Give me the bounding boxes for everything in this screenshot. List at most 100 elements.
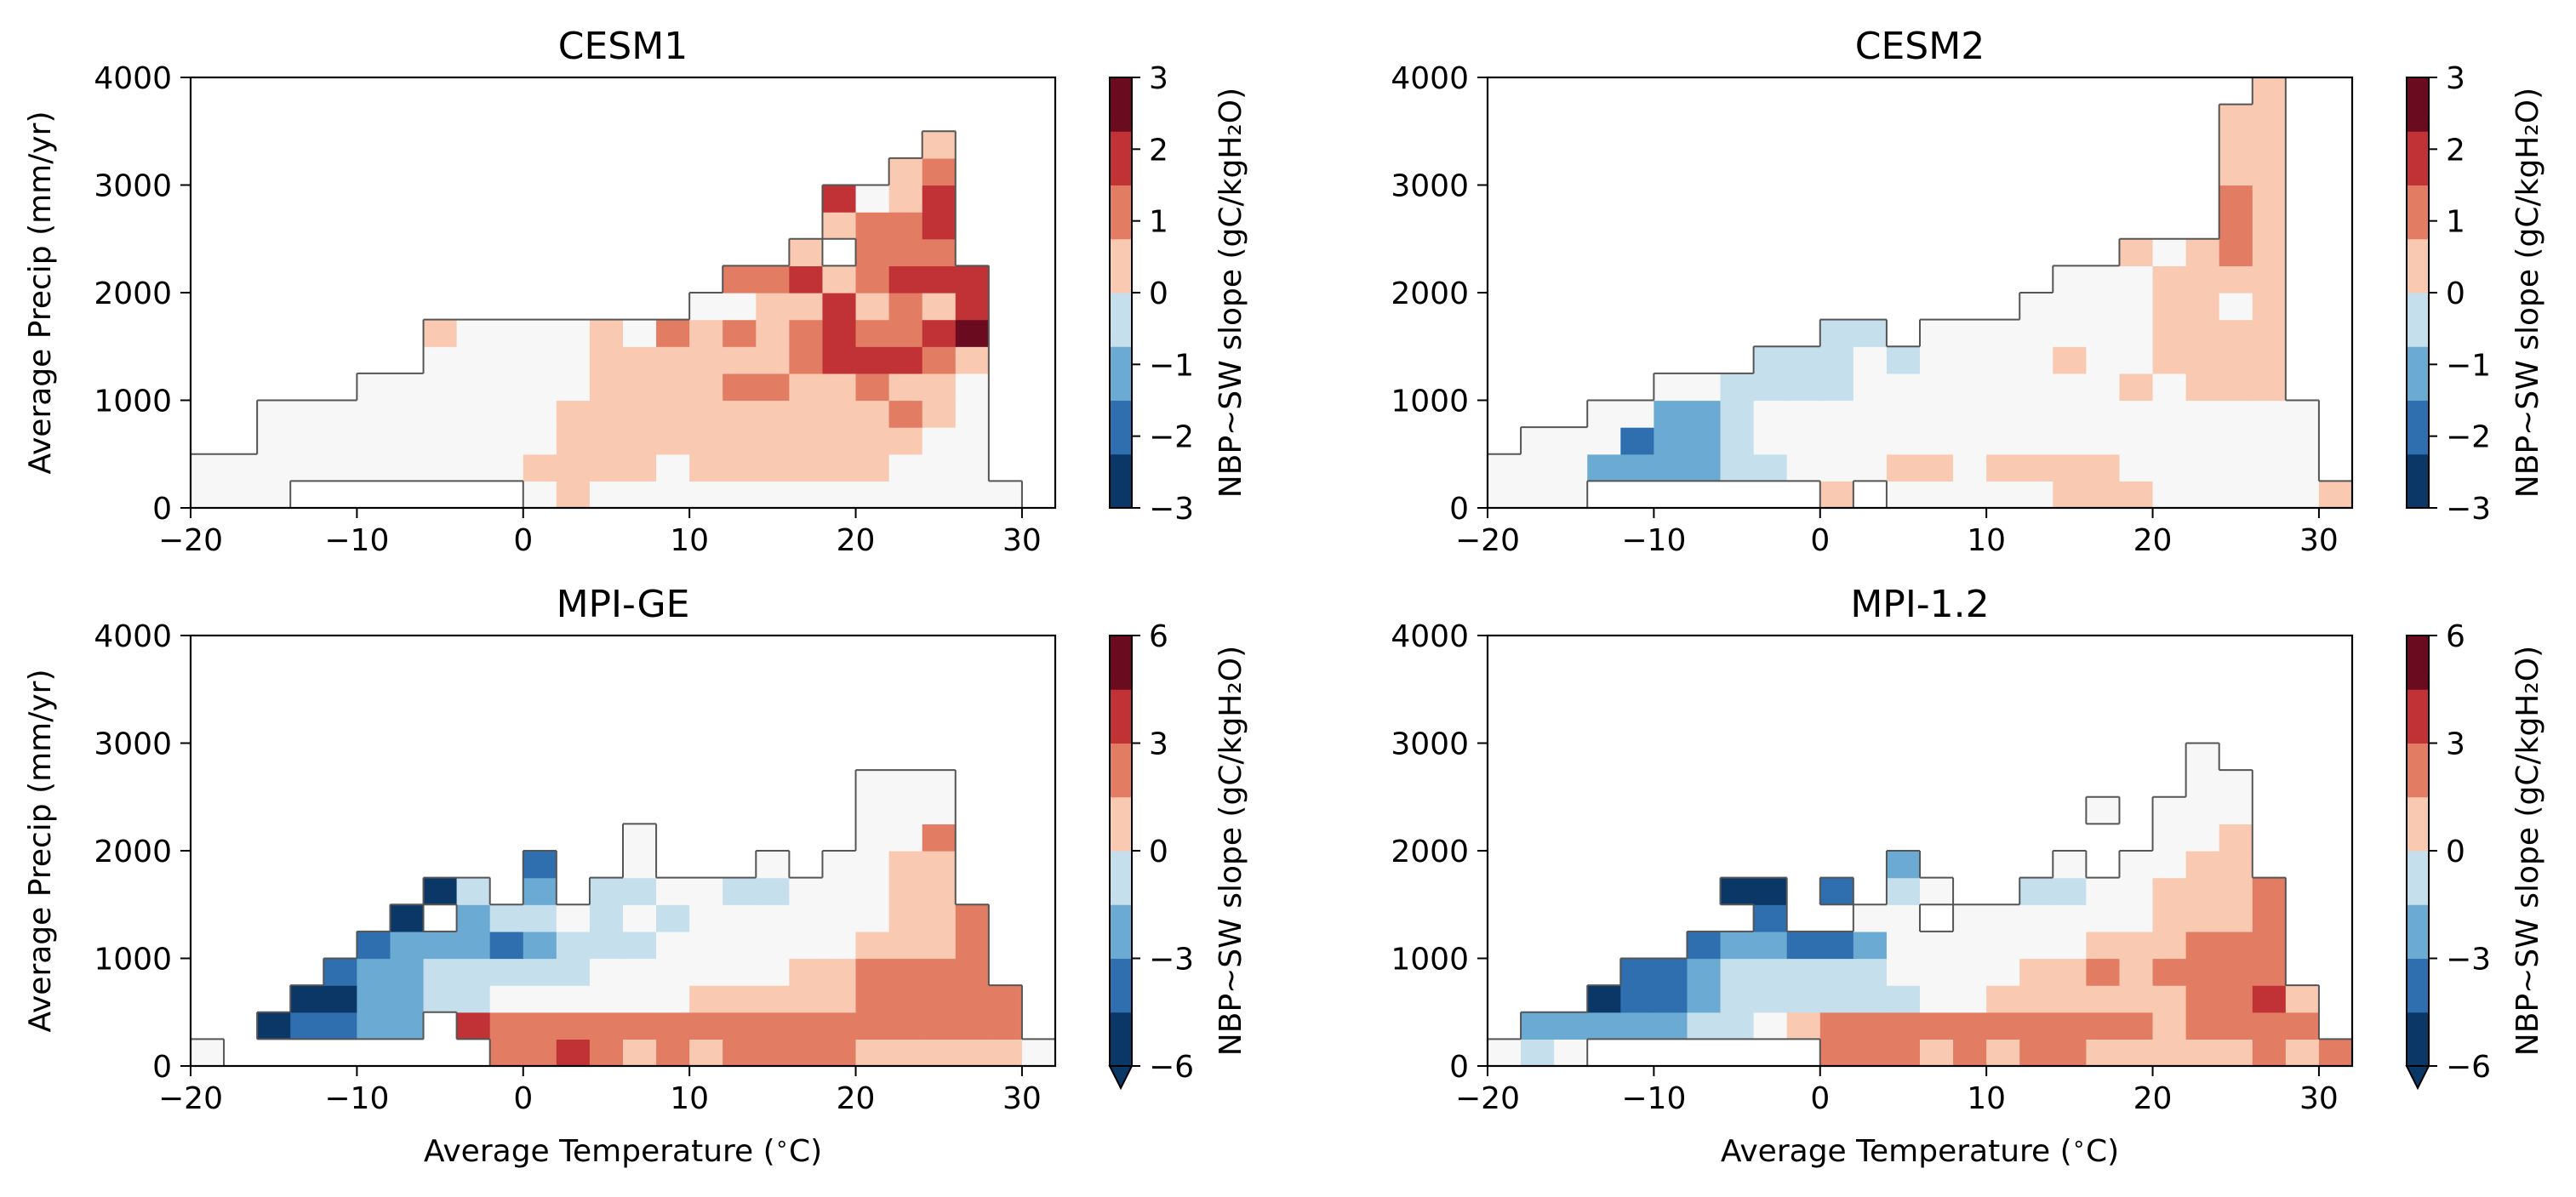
heatmap-cell bbox=[888, 157, 923, 186]
heatmap-cell bbox=[423, 931, 458, 960]
heatmap-cell bbox=[1753, 453, 1788, 482]
heatmap-cell bbox=[888, 319, 923, 347]
heatmap-cell bbox=[723, 427, 757, 455]
heatmap-cell bbox=[2252, 77, 2287, 105]
colorbar-segment bbox=[2407, 743, 2429, 798]
heatmap-cell bbox=[623, 481, 657, 509]
heatmap-cell bbox=[390, 1012, 425, 1040]
heatmap-cell bbox=[2219, 453, 2253, 482]
heatmap-cell bbox=[589, 1039, 624, 1067]
heatmap-cell bbox=[689, 1012, 723, 1040]
heatmap-cell bbox=[589, 400, 624, 428]
heatmap-cell bbox=[723, 346, 757, 374]
heatmap-cell bbox=[1786, 373, 1821, 402]
heatmap-cell bbox=[1920, 400, 1954, 428]
heatmap-cell bbox=[822, 904, 857, 932]
heatmap-cell bbox=[1886, 453, 1921, 482]
heatmap-cell bbox=[723, 931, 757, 960]
x-tick-label: 10 bbox=[670, 523, 709, 558]
heatmap-cell bbox=[2086, 481, 2121, 509]
heatmap-cell bbox=[2152, 796, 2187, 824]
heatmap-cell bbox=[2219, 851, 2253, 879]
heatmap-cell bbox=[323, 985, 357, 1013]
chart-title: CESM1 bbox=[558, 25, 688, 68]
heatmap-cell bbox=[2219, 346, 2253, 374]
heatmap-cell bbox=[1986, 319, 2020, 347]
x-tick-label: 0 bbox=[513, 1081, 533, 1116]
heatmap-cell bbox=[2019, 904, 2053, 932]
heatmap-cell bbox=[2219, 427, 2253, 455]
x-tick-label: 20 bbox=[2133, 1081, 2173, 1116]
heatmap-cell bbox=[922, 851, 957, 879]
heatmap-cell bbox=[456, 453, 491, 482]
heatmap-cell bbox=[1886, 346, 1921, 374]
heatmap-cell bbox=[2086, 796, 2121, 824]
heatmap-cell bbox=[888, 796, 923, 824]
heatmap-cell bbox=[1720, 958, 1755, 986]
heatmap-cell bbox=[1554, 1039, 1588, 1067]
heatmap-cell bbox=[2086, 293, 2121, 321]
heatmap-cell bbox=[1886, 851, 1921, 879]
heatmap-cell bbox=[2219, 185, 2253, 213]
heatmap-cell bbox=[888, 958, 923, 986]
heatmap-cell bbox=[1654, 453, 1688, 482]
heatmap-cell bbox=[456, 319, 491, 347]
heatmap-cell bbox=[1853, 346, 1888, 374]
heatmap-cell bbox=[789, 427, 824, 455]
heatmap-cell bbox=[922, 157, 957, 186]
heatmap-cell bbox=[489, 373, 524, 402]
heatmap-cell bbox=[922, 346, 957, 374]
heatmap-cell bbox=[888, 346, 923, 374]
heatmap-cell bbox=[1886, 877, 1921, 905]
heatmap-cell bbox=[2252, 373, 2287, 402]
heatmap-cell bbox=[623, 1039, 657, 1067]
heatmap-cell bbox=[623, 958, 657, 986]
heatmap-cell bbox=[2152, 931, 2187, 960]
heatmap-cell bbox=[1920, 931, 1954, 960]
heatmap-cell bbox=[1786, 985, 1821, 1013]
heatmap-cell bbox=[855, 346, 890, 374]
heatmap-cell bbox=[1720, 1012, 1755, 1040]
heatmap-cell bbox=[1587, 427, 1621, 455]
y-tick-label: 1000 bbox=[94, 943, 172, 978]
x-tick-label: −20 bbox=[1455, 523, 1520, 558]
heatmap-cell bbox=[2119, 293, 2154, 321]
heatmap-cell bbox=[2285, 985, 2320, 1013]
heatmap-cell bbox=[2185, 1039, 2220, 1067]
heatmap-cell bbox=[1986, 481, 2020, 509]
x-tick-label: 30 bbox=[2299, 1081, 2339, 1116]
heatmap-cell bbox=[888, 851, 923, 879]
heatmap-cell bbox=[1853, 1012, 1888, 1040]
colorbar-segment bbox=[1110, 796, 1132, 852]
heatmap-cell bbox=[822, 1012, 857, 1040]
heatmap-cell bbox=[2285, 1039, 2320, 1067]
heatmap-cell bbox=[2053, 931, 2087, 960]
heatmap-cell bbox=[1786, 453, 1821, 482]
heatmap-cell bbox=[2318, 1039, 2353, 1067]
heatmap-cell bbox=[723, 1012, 757, 1040]
heatmap-cell bbox=[2152, 904, 2187, 932]
heatmap-cell bbox=[2086, 373, 2121, 402]
colorbar-tick-label: 6 bbox=[1149, 619, 1168, 654]
heatmap-cell bbox=[1720, 373, 1755, 402]
heatmap-cell bbox=[2053, 265, 2087, 294]
heatmap-cell bbox=[955, 481, 990, 509]
heatmap-cell bbox=[855, 958, 890, 986]
heatmap-cell bbox=[2185, 958, 2220, 986]
y-tick-label: 2000 bbox=[1391, 276, 1469, 311]
heatmap-cell bbox=[423, 346, 458, 374]
heatmap-cell bbox=[1753, 1012, 1788, 1040]
x-tick-label: 30 bbox=[1002, 523, 1042, 558]
heatmap-cell bbox=[390, 958, 425, 986]
heatmap-cell bbox=[589, 877, 624, 905]
heatmap-cell bbox=[656, 958, 690, 986]
colorbar-tick-label: 0 bbox=[2446, 835, 2465, 869]
heatmap-cell bbox=[523, 400, 557, 428]
colorbar-tick-label: 0 bbox=[1149, 835, 1168, 869]
heatmap-cell bbox=[257, 400, 291, 428]
heatmap-cell bbox=[822, 985, 857, 1013]
heatmap-cell bbox=[1554, 427, 1588, 455]
heatmap-cell bbox=[888, 481, 923, 509]
heatmap-cell bbox=[922, 904, 957, 932]
y-tick-label: 1000 bbox=[94, 385, 172, 419]
